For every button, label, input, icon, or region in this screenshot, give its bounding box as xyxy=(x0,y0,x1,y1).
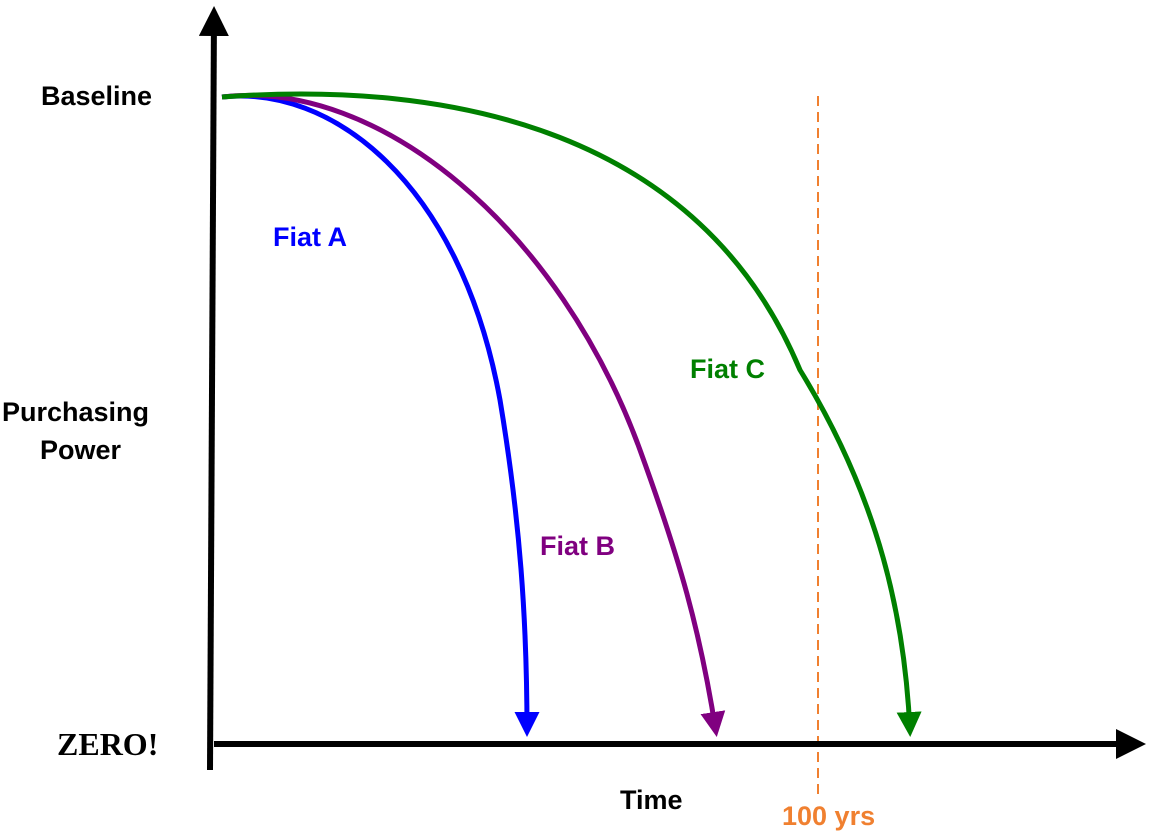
hundred-years-label: 100 yrs xyxy=(782,801,875,831)
fiat-c-label: Fiat C xyxy=(690,354,765,384)
fiat-a-label: Fiat A xyxy=(273,222,347,252)
y-axis-label-line1: Purchasing xyxy=(2,397,149,427)
fiat-a-curve xyxy=(221,93,540,737)
fiat-b-curve xyxy=(221,93,726,737)
fiat-c-curve xyxy=(221,91,922,737)
y-axis-label-line2: Power xyxy=(40,435,122,465)
zero-label: ZERO! xyxy=(57,726,158,762)
fiat-b-label: Fiat B xyxy=(540,531,615,561)
y-axis xyxy=(198,6,229,771)
baseline-label: Baseline xyxy=(41,81,152,111)
x-axis-label: Time xyxy=(620,785,683,815)
